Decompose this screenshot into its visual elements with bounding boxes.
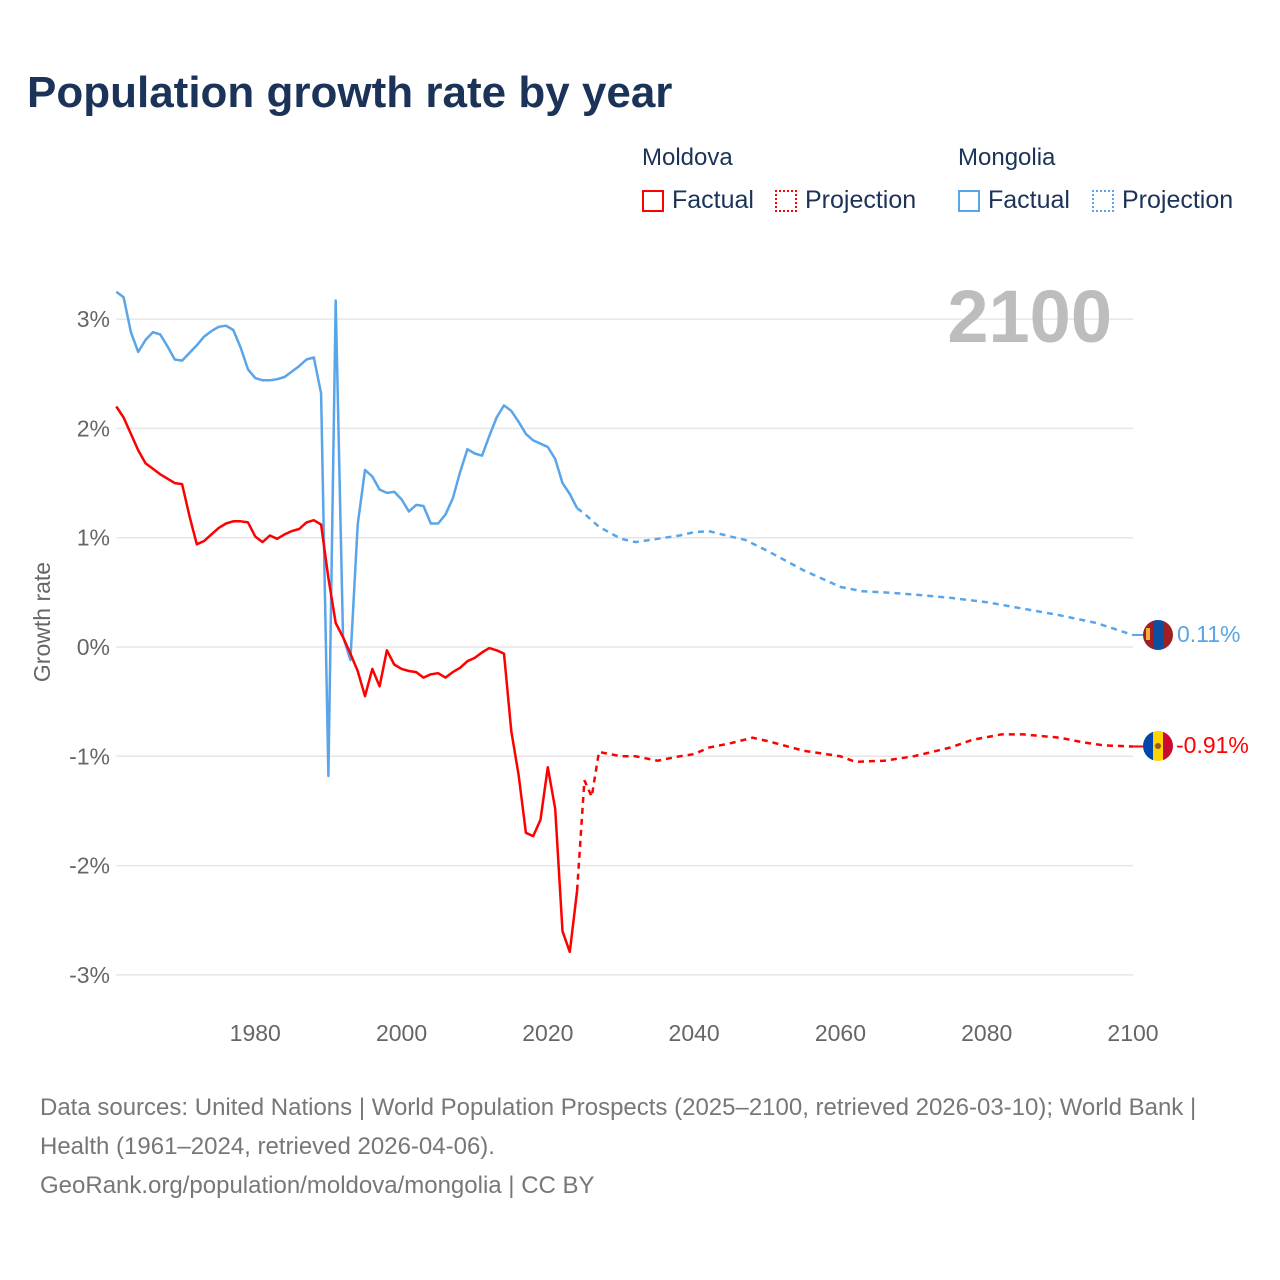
y-tick-label: 0% <box>77 634 110 660</box>
moldova-end-value: -0.91% <box>1176 732 1249 758</box>
legend-mongolia-projection[interactable]: Projection <box>1092 186 1233 215</box>
legend-swatch-solid <box>642 189 664 212</box>
x-tick-label: 1980 <box>230 1020 281 1046</box>
mongolia-projection-line <box>576 507 1134 637</box>
x-tick-label: 2000 <box>376 1020 427 1046</box>
legend-label: Projection <box>1122 186 1234 214</box>
x-tick-label: 2020 <box>522 1020 573 1046</box>
moldova-projection-line <box>575 733 1134 891</box>
chart-title: Population growth rate by year <box>27 68 673 117</box>
source-link[interactable]: GeoRank.org/population/moldova/mongolia … <box>40 1172 595 1199</box>
y-tick-label: -1% <box>69 743 110 769</box>
y-tick-label: -3% <box>69 962 110 988</box>
mongolia-factual-line <box>115 290 579 778</box>
data-sources: Data sources: United Nations | World Pop… <box>40 1094 1197 1160</box>
legend-label: Projection <box>805 186 917 214</box>
legend-group-moldova: Moldova <box>642 144 733 171</box>
legend-group-mongolia: Mongolia <box>958 144 1056 171</box>
legend-mongolia-factual[interactable]: Factual <box>958 186 1070 215</box>
y-tick-label: 2% <box>77 415 110 441</box>
legend-swatch-dotted <box>775 189 797 212</box>
y-tick-label: 1% <box>77 525 110 551</box>
x-tick-label: 2040 <box>669 1020 720 1046</box>
mongolia-end-value: 0.11% <box>1177 621 1241 647</box>
end-markers: 0.11% -0.91% <box>1143 620 1249 761</box>
legend-moldova-projection[interactable]: Projection <box>775 186 916 215</box>
y-axis-label: Growth rate <box>29 562 55 682</box>
legend-swatch-solid <box>958 189 980 212</box>
legend-label: Factual <box>672 186 754 214</box>
footer: Data sources: United Nations | World Pop… <box>40 1088 1240 1205</box>
legend-label: Factual <box>988 186 1070 214</box>
moldova-factual-line <box>115 405 579 954</box>
y-tick-label: -2% <box>69 853 110 879</box>
series-lines <box>115 290 1143 954</box>
x-tick-label: 2060 <box>815 1020 866 1046</box>
legend-swatch-dotted <box>1092 189 1114 212</box>
mongolia-flag-icon <box>1143 620 1173 650</box>
y-tick-label: 3% <box>77 306 110 332</box>
x-tick-label: 2100 <box>1107 1020 1158 1046</box>
x-tick-label: 2080 <box>961 1020 1012 1046</box>
legend-moldova-factual[interactable]: Factual <box>642 186 754 215</box>
current-year-label: 2100 <box>947 275 1112 358</box>
grid: 3% 2% 1% 0% -1% -2% -3% 1980 2000 2020 2040 2060 208… <box>69 306 1158 1046</box>
moldova-flag-icon <box>1143 731 1173 761</box>
